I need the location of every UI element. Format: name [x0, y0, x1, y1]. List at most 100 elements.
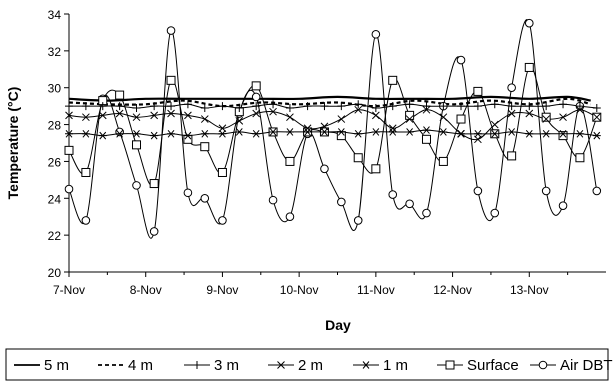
data-point-3-m: [81, 102, 90, 111]
data-point-1-m: [525, 129, 534, 138]
data-point-2-m: [490, 120, 499, 129]
data-point-2-m: [354, 105, 363, 114]
data-point-1-m: [490, 129, 499, 138]
data-point-2-m: [559, 113, 567, 122]
data-point-3-m: [559, 100, 568, 109]
data-point-2-m: [200, 115, 209, 123]
data-point-3-m: [98, 102, 107, 111]
data-point-3-m: [457, 102, 466, 111]
data-point-surface: [64, 145, 74, 155]
data-point-air-dbt: [132, 181, 141, 190]
data-point-air-dbt: [371, 29, 381, 39]
y-tick-label: 24: [48, 192, 62, 206]
data-point-2-m: [184, 111, 192, 120]
data-point-air-dbt: [268, 195, 278, 205]
data-point-air-dbt: [183, 188, 193, 198]
data-point-2-m: [65, 111, 73, 120]
data-point-air-dbt: [64, 184, 74, 194]
data-point-3-m: [252, 102, 261, 111]
data-point-1-m: [65, 129, 73, 138]
data-point-surface: [115, 90, 125, 100]
data-point-1-m: [218, 129, 227, 138]
series-group: [69, 19, 598, 239]
data-point-3-m: [371, 103, 380, 112]
data-point-1-m: [200, 129, 209, 138]
data-point-1-m: [473, 129, 482, 138]
data-point-air-dbt: [81, 216, 91, 225]
data-point-2-m: [542, 115, 551, 123]
data-point-2-m: [82, 113, 90, 122]
y-tick-label: 22: [48, 229, 62, 243]
data-point-2-m: [507, 109, 516, 118]
data-point-2-m: [405, 115, 414, 123]
data-point-3-m: [337, 102, 346, 111]
data-point-surface: [166, 75, 176, 85]
data-point-2-m: [269, 107, 277, 116]
data-point-air-dbt: [166, 26, 176, 35]
data-point-air-dbt: [337, 197, 346, 207]
data-point-1-m: [132, 129, 141, 138]
data-point-1-m: [559, 129, 568, 138]
data-point-3-m: [65, 102, 73, 111]
data-point-3-m: [473, 102, 482, 111]
legend-marker-air-dbt: [538, 360, 548, 370]
data-point-2-m: [388, 124, 397, 133]
data-point-surface: [149, 179, 159, 189]
data-point-surface: [217, 167, 227, 177]
data-point-3-m: [422, 102, 431, 111]
data-point-surface: [388, 75, 398, 85]
data-point-surface: [353, 153, 363, 163]
y-tick-label: 30: [48, 82, 62, 96]
data-point-1-m: [150, 131, 159, 140]
data-point-3-m: [285, 103, 294, 112]
data-point-3-m: [115, 102, 124, 111]
x-tick-label: 7-Nov: [53, 283, 85, 297]
data-point-3-m: [235, 103, 244, 112]
data-point-air-dbt: [490, 208, 500, 218]
legend: 5 m 4 m 3 m 2 m 1 m Surface Air DBT: [5, 348, 613, 381]
data-point-air-dbt: [456, 55, 466, 65]
data-point-air-dbt: [524, 18, 534, 28]
data-point-1-m: [115, 129, 124, 138]
data-point-2-m: [474, 135, 482, 144]
data-point-surface: [81, 167, 91, 177]
data-point-3-m: [490, 100, 499, 109]
data-point-air-dbt: [541, 186, 551, 196]
legend-label-air-dbt: Air DBT: [560, 357, 613, 374]
data-point-surface: [524, 62, 534, 72]
data-point-air-dbt: [592, 186, 602, 196]
data-point-air-dbt: [200, 193, 210, 203]
data-point-3-m: [542, 102, 551, 111]
data-point-surface: [251, 81, 261, 91]
data-point-surface: [575, 153, 585, 163]
data-point-surface: [438, 156, 448, 166]
data-point-3-m: [405, 100, 414, 109]
legend-label-3-m: 3 m: [214, 357, 239, 374]
data-point-3-m: [507, 102, 516, 111]
data-point-1-m: [507, 128, 516, 136]
data-point-air-dbt: [149, 227, 159, 236]
data-point-3-m: [167, 102, 176, 111]
data-point-1-m: [371, 128, 380, 136]
data-point-1-m: [167, 129, 176, 138]
data-point-surface: [541, 112, 551, 122]
legend-marker-2-m: [277, 361, 285, 369]
data-point-1-m: [320, 128, 329, 136]
data-point-3-m: [525, 102, 534, 111]
data-point-surface: [456, 114, 466, 124]
data-point-1-m: [235, 128, 244, 136]
data-point-surface: [473, 86, 483, 96]
legend-label-1-m: 1 m: [383, 357, 408, 374]
x-tick-label: 10-Nov: [280, 283, 319, 297]
y-tick-label: 28: [48, 119, 62, 133]
x-tick-label: 8-Nov: [130, 283, 162, 297]
data-point-air-dbt: [320, 164, 329, 174]
data-point-air-dbt: [251, 92, 261, 102]
data-point-2-m: [98, 111, 107, 120]
data-point-air-dbt: [353, 216, 363, 225]
legend-label-surface: Surface: [467, 357, 519, 374]
data-point-2-m: [439, 113, 448, 122]
legend-marker-surface: [445, 360, 455, 370]
data-point-3-m: [354, 100, 363, 109]
data-point-3-m: [320, 102, 329, 111]
